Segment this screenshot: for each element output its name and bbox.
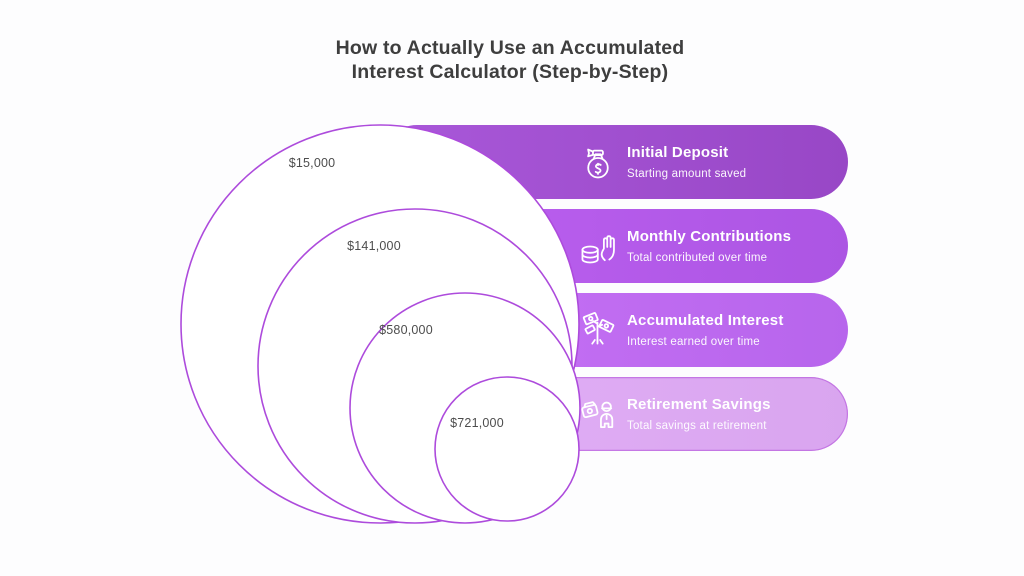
step-subtitle: Interest earned over time xyxy=(627,336,760,348)
title-line-2: Interest Calculator (Step-by-Step) xyxy=(351,60,669,83)
step-subtitle: Starting amount saved xyxy=(627,168,747,180)
money-bag-icon xyxy=(577,141,619,183)
title-line-1: How to Actually Use an Accumulated xyxy=(335,37,685,59)
step-bar-monthly-contributions: Monthly Contributions Total contributed … xyxy=(415,209,848,283)
circle-value-label: $141,000 xyxy=(347,239,401,253)
circle-value-label: $721,000 xyxy=(450,416,504,430)
wallet-person-icon xyxy=(577,393,619,435)
step-title: Accumulated Interest xyxy=(627,312,784,329)
circle-value-label: $580,000 xyxy=(379,323,433,337)
page-title: How to Actually Use an Accumulated Inter… xyxy=(0,37,1020,84)
coins-hand-icon xyxy=(577,225,619,267)
step-subtitle: Total contributed over time xyxy=(627,252,768,264)
step-title: Initial Deposit xyxy=(627,144,729,161)
circle-value-label: $15,000 xyxy=(288,156,336,170)
step-title: Monthly Contributions xyxy=(627,228,792,245)
step-subtitle: Total savings at retirement xyxy=(627,420,767,432)
money-tree-icon xyxy=(577,309,619,351)
step-bar-initial-deposit: Initial Deposit Starting amount saved xyxy=(380,125,848,199)
step-bar-retirement-savings: Retirement Savings Total savings at reti… xyxy=(500,377,848,451)
step-bar-accumulated-interest: Accumulated Interest Interest earned ove… xyxy=(465,293,848,367)
step-title: Retirement Savings xyxy=(627,396,771,413)
